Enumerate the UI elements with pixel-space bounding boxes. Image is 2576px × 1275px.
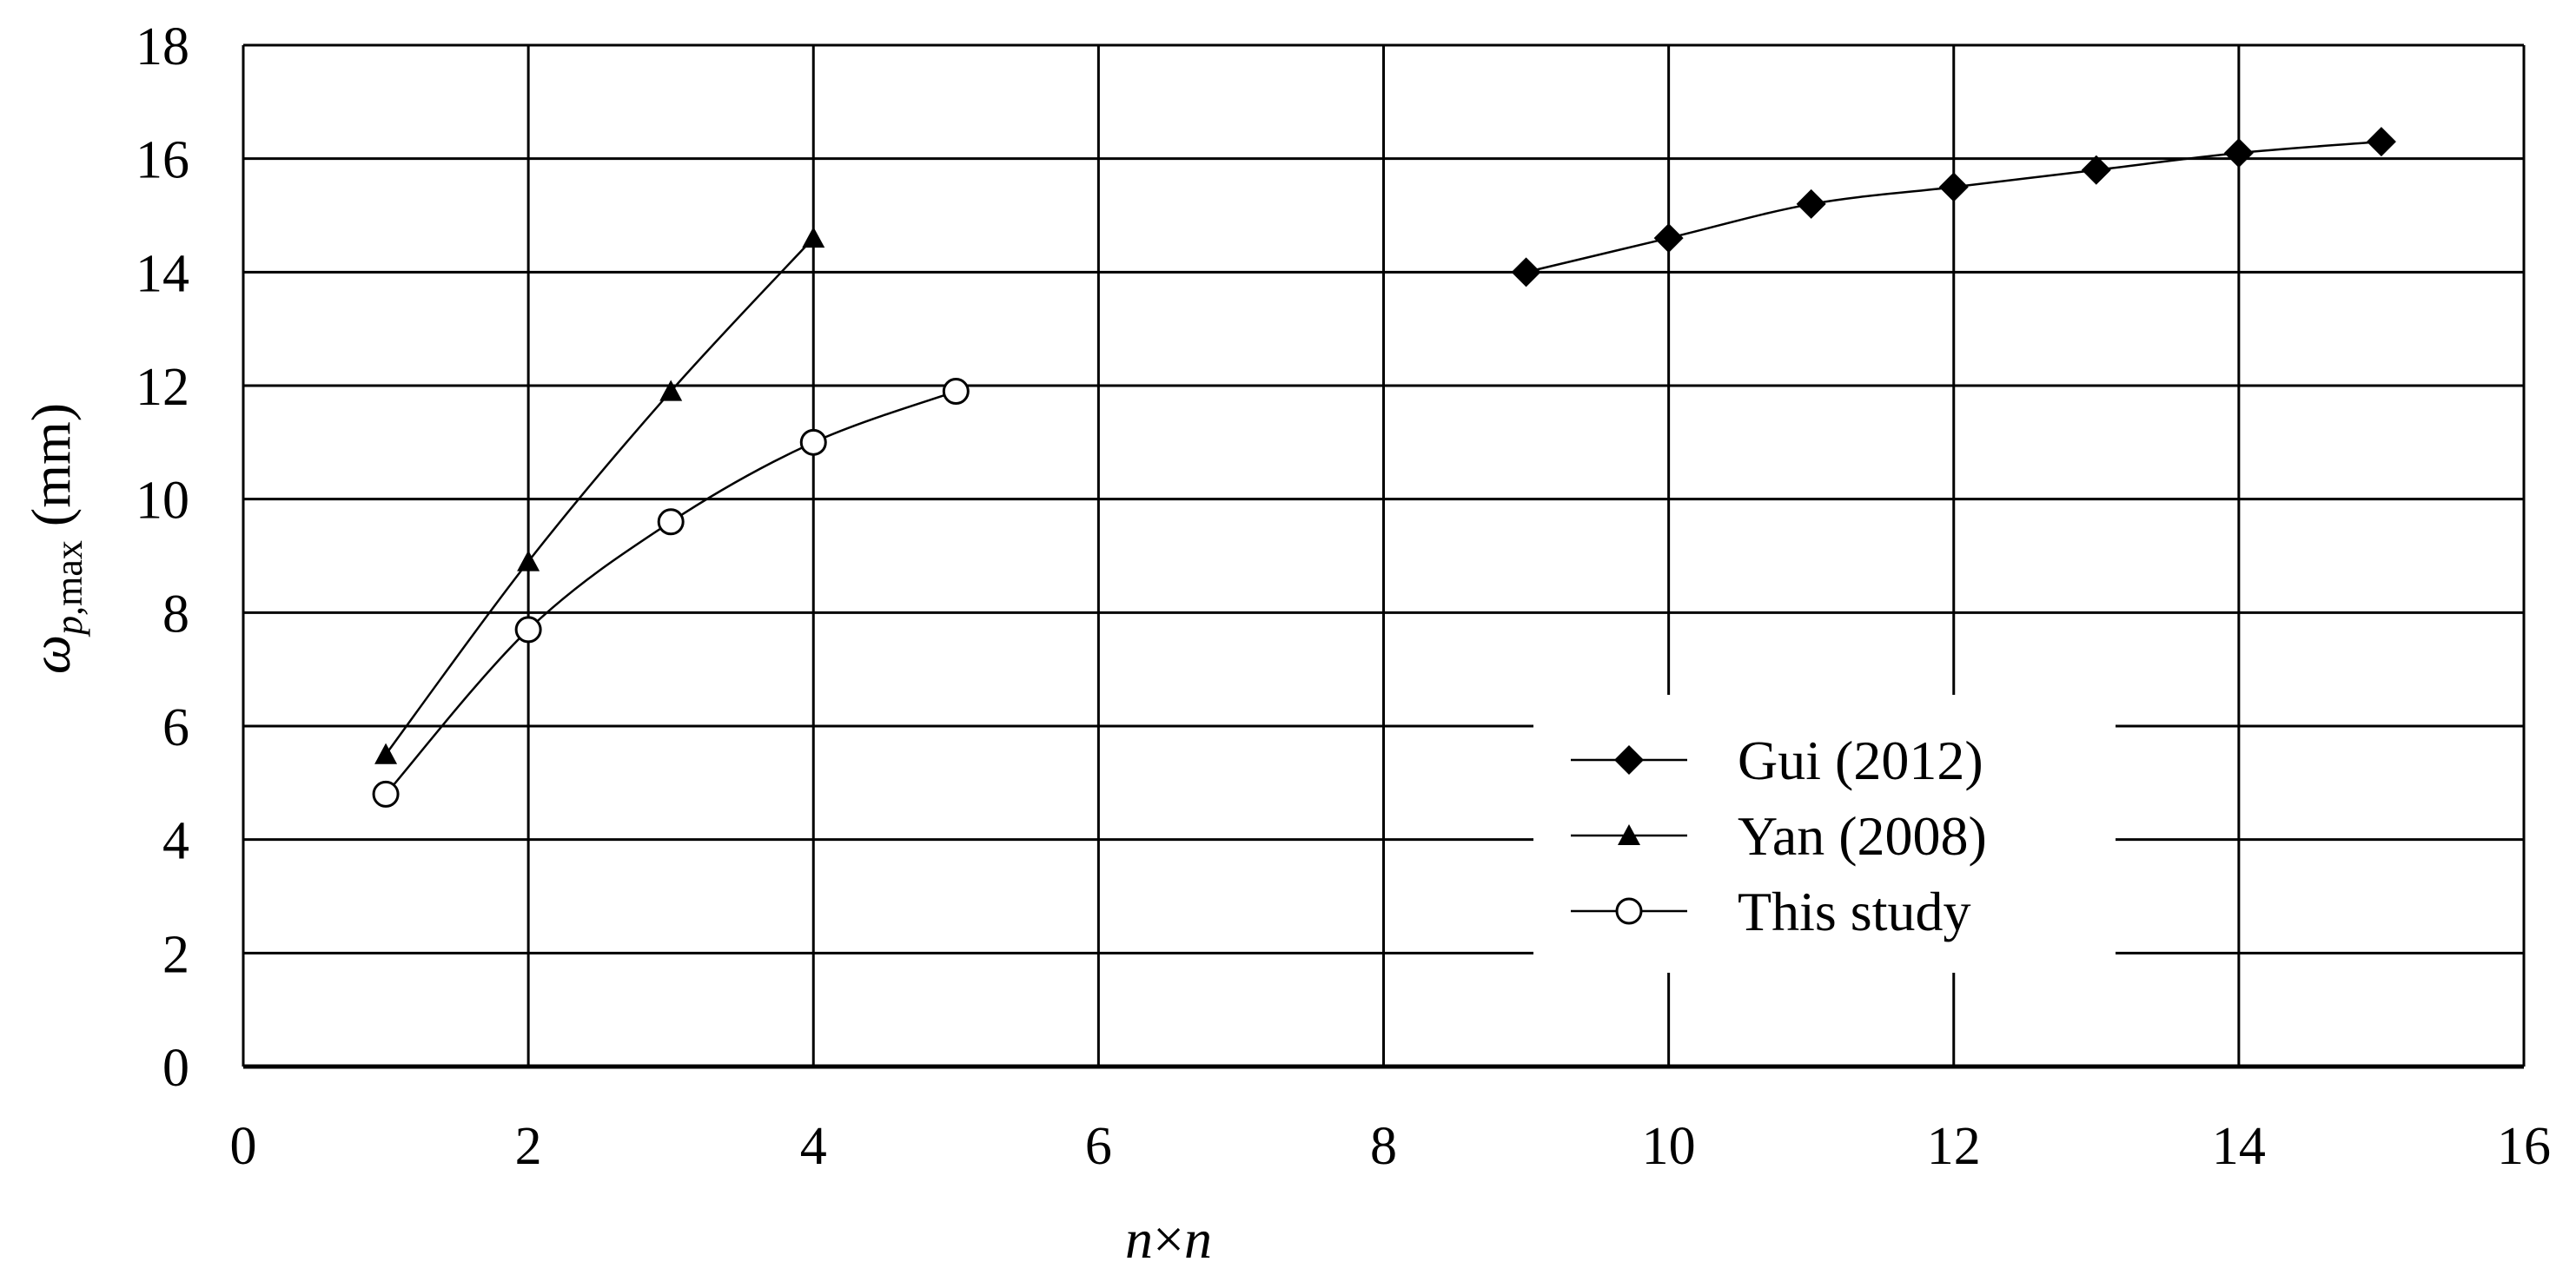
- data-point: [659, 380, 683, 401]
- legend-label: Yan (2008): [1738, 805, 1987, 867]
- y-tick-label: 12: [136, 358, 189, 417]
- x-tick-label: 12: [1927, 1117, 1981, 1176]
- y-axis-title: ωp,max (mm): [20, 403, 90, 674]
- legend-label: Gui (2012): [1738, 730, 1983, 791]
- data-point: [799, 428, 827, 456]
- y-tick-label: 2: [162, 925, 189, 984]
- x-tick-label: 8: [1370, 1117, 1397, 1176]
- legend-marker: [1615, 897, 1643, 925]
- series-line: [385, 237, 815, 756]
- x-tick-label: 4: [800, 1117, 827, 1176]
- y-tick-label: 4: [162, 812, 189, 871]
- x-tick-label: 14: [2212, 1117, 2266, 1176]
- y-tick-label: 18: [136, 17, 189, 76]
- data-point: [2223, 138, 2254, 168]
- data-point: [372, 780, 400, 808]
- data-point: [1938, 172, 1969, 202]
- y-tick-label: 8: [162, 585, 189, 644]
- x-tick-label: 6: [1085, 1117, 1112, 1176]
- x-axis-title: n×n: [1125, 1208, 1212, 1270]
- legend-label: This study: [1738, 881, 1970, 942]
- data-point: [1796, 188, 1826, 219]
- data-point: [2081, 155, 2111, 185]
- series-0: [1511, 127, 2396, 287]
- legend: Gui (2012) Yan (2008) This study: [1533, 695, 2116, 973]
- legend-marker: [1614, 745, 1644, 775]
- legend-marker: [1618, 824, 1640, 846]
- data-point: [657, 508, 685, 536]
- y-tick-label: 16: [136, 131, 189, 190]
- y-tick-label: 14: [136, 244, 189, 303]
- data-point: [514, 616, 542, 644]
- x-tick-label: 10: [1642, 1117, 1696, 1176]
- data-point: [1511, 257, 1541, 287]
- data-point: [374, 743, 398, 764]
- series-layer: [372, 127, 2396, 808]
- y-tick-label: 0: [162, 1039, 189, 1098]
- data-point: [942, 378, 970, 406]
- x-tick-labels: 0 2 4 6 8 10 12 14 16: [230, 1117, 2552, 1176]
- x-tick-label: 16: [2497, 1117, 2551, 1176]
- x-tick-label: 2: [515, 1117, 542, 1176]
- data-point: [1653, 223, 1684, 254]
- x-tick-label: 0: [230, 1117, 257, 1176]
- data-point: [802, 227, 825, 248]
- y-tick-label: 10: [136, 472, 189, 531]
- series-2: [372, 378, 970, 808]
- series-1: [374, 227, 825, 764]
- series-line: [385, 390, 957, 796]
- y-tick-label: 6: [162, 698, 189, 757]
- grid: [242, 43, 2526, 1069]
- y-tick-labels: 0 2 4 6 8 10 12 14 16 18: [136, 17, 189, 1098]
- data-point: [517, 550, 540, 571]
- data-point: [2366, 127, 2396, 157]
